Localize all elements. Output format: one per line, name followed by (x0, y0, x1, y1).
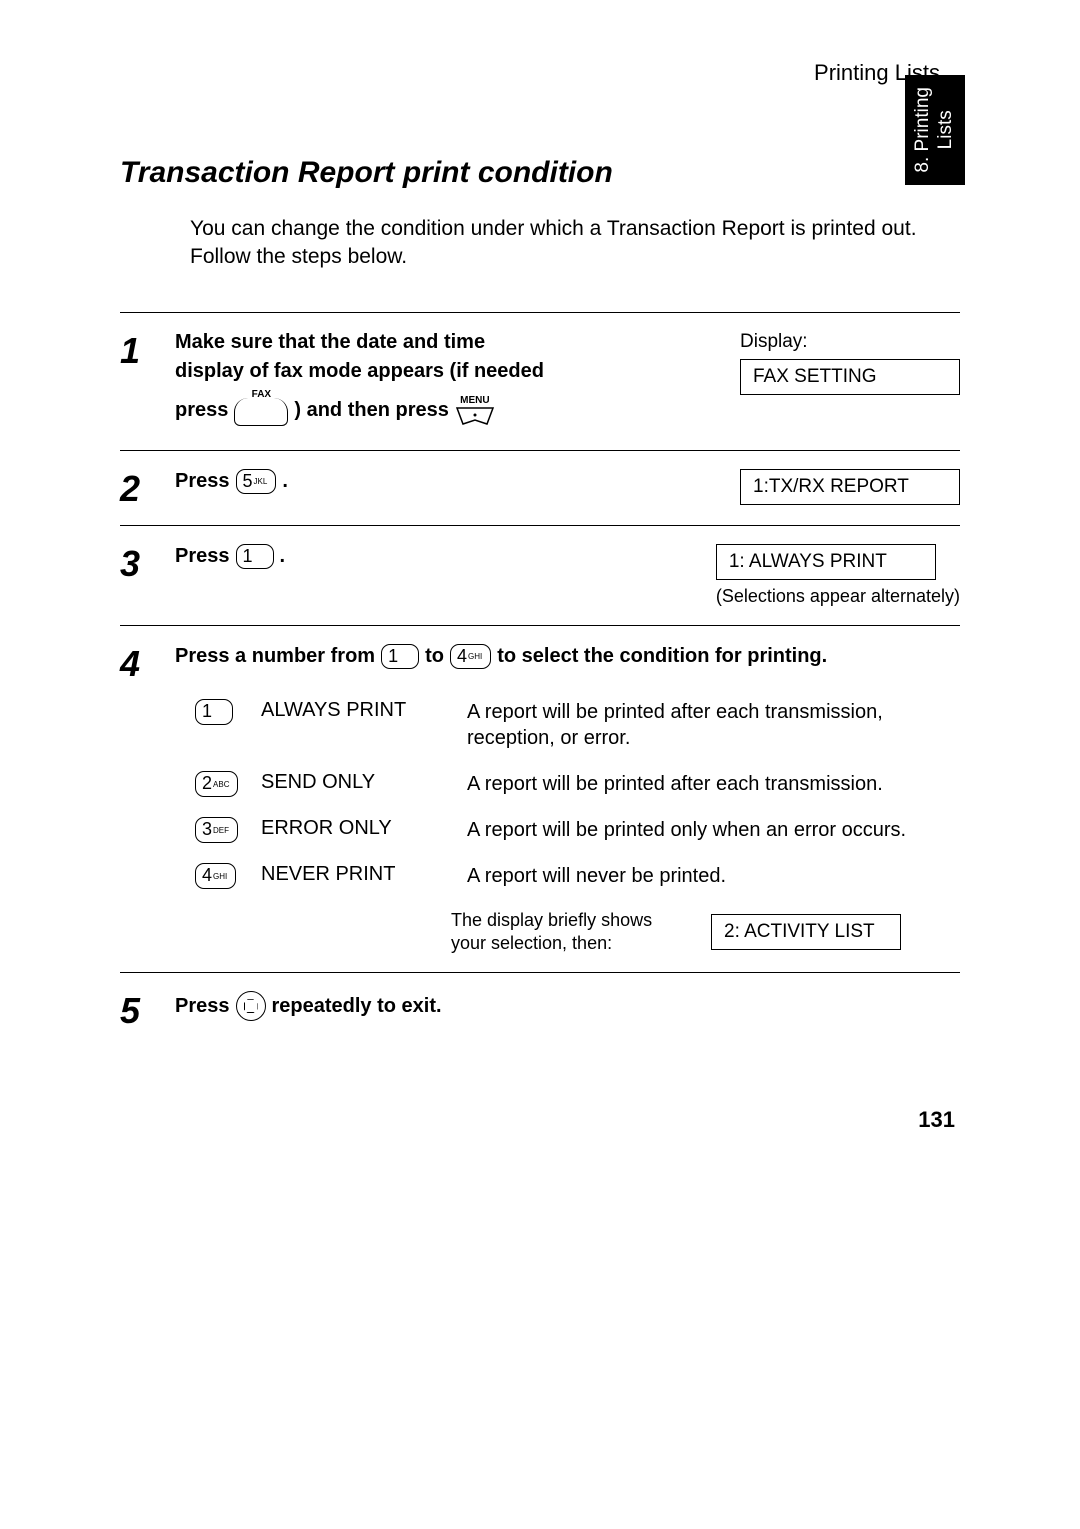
key-digit: 5 (243, 471, 253, 491)
page-title: Transaction Report print condition (120, 156, 960, 190)
step-number: 3 (120, 544, 175, 582)
step-text: Press (175, 545, 230, 568)
step-text: press (175, 399, 228, 422)
step: 3 Press 1 . 1: ALWAYS PRINT (Selections … (120, 525, 960, 625)
display-box: 1:TX/RX REPORT (740, 469, 960, 505)
option-name: SEND ONLY (261, 771, 451, 794)
key-digit: 2 (202, 773, 212, 793)
numeric-key-icon: 1 (381, 644, 419, 670)
chapter-tab: 8. Printing Lists (905, 75, 965, 185)
step-number: 1 (120, 331, 175, 369)
step-text: display of fax mode appears (if needed (175, 360, 720, 383)
key-digit: 1 (202, 701, 212, 721)
fax-key-icon: FAX (234, 389, 288, 432)
display-box: 2: ACTIVITY LIST (711, 914, 901, 950)
key-digit: 4 (202, 865, 212, 885)
stop-key-icon (236, 991, 266, 1021)
step: 5 Press repeatedly to exit. (120, 972, 960, 1047)
step-text: Press a number from (175, 645, 375, 668)
step-number: 2 (120, 469, 175, 507)
numeric-key-icon: 3DEF (195, 817, 238, 843)
option-desc: A report will be printed only when an er… (467, 817, 960, 843)
option-desc: A report will be printed after each tran… (467, 699, 960, 751)
key-digit: 3 (202, 819, 212, 839)
step-number: 4 (120, 644, 175, 682)
step: 1 Make sure that the date and time displ… (120, 312, 960, 450)
menu-key-icon: MENU (455, 395, 495, 426)
chapter-tab-line2: Lists (935, 110, 956, 149)
key-digit: 1 (388, 646, 398, 666)
display-label: Display: (740, 331, 960, 353)
numeric-key-icon: 5JKL (236, 469, 277, 495)
step-list: 1 Make sure that the date and time displ… (120, 312, 960, 1048)
manual-page: Printing Lists 8. Printing Lists Transac… (0, 0, 1080, 1193)
option-name: ALWAYS PRINT (261, 699, 451, 722)
display-note: (Selections appear alternately) (716, 586, 960, 607)
display-box: FAX SETTING (740, 359, 960, 395)
numeric-key-icon: 1 (195, 699, 233, 725)
option-row: 2ABC SEND ONLY A report will be printed … (195, 771, 960, 797)
step-text: ) and then press (294, 399, 448, 422)
numeric-key-icon: 1 (236, 544, 274, 570)
after-note: The display briefly shows your selection… (451, 909, 691, 954)
intro-text: You can change the condition under which… (190, 215, 960, 272)
numeric-key-icon: 2ABC (195, 771, 238, 797)
option-desc: A report will be printed after each tran… (467, 771, 960, 797)
step-text: . (282, 470, 288, 493)
step-text: . (280, 545, 286, 568)
option-desc: A report will never be printed. (467, 863, 960, 889)
numeric-key-icon: 4GHI (195, 863, 236, 889)
option-row: 1 ALWAYS PRINT A report will be printed … (195, 699, 960, 751)
page-number: 131 (120, 1107, 960, 1133)
option-name: NEVER PRINT (261, 863, 451, 886)
display-box: 1: ALWAYS PRINT (716, 544, 936, 580)
option-row: 4GHI NEVER PRINT A report will never be … (195, 863, 960, 889)
key-letters: GHI (468, 652, 482, 661)
step: 2 Press 5JKL . 1:TX/RX REPORT (120, 450, 960, 525)
options-table: 1 ALWAYS PRINT A report will be printed … (195, 699, 960, 889)
numeric-key-icon: 4GHI (450, 644, 491, 670)
key-letters: ABC (213, 780, 229, 789)
step-text: Press (175, 995, 230, 1018)
key-digit: 4 (457, 646, 467, 666)
step-text: to select the condition for printing. (497, 645, 827, 668)
option-row: 3DEF ERROR ONLY A report will be printed… (195, 817, 960, 843)
step-text: to (425, 645, 444, 668)
step-text: Press (175, 470, 230, 493)
chapter-tab-line1: 8. Printing (912, 87, 933, 173)
running-head: Printing Lists (120, 60, 960, 86)
step-number: 5 (120, 991, 175, 1029)
option-name: ERROR ONLY (261, 817, 451, 840)
step-text: Make sure that the date and time (175, 331, 720, 354)
step: 4 Press a number from 1 to 4GHI to selec… (120, 625, 960, 973)
step-text: repeatedly to exit. (272, 995, 442, 1018)
key-digit: 1 (243, 546, 253, 566)
key-letters: GHI (213, 872, 227, 881)
key-letters: DEF (213, 826, 229, 835)
key-letters: JKL (254, 477, 268, 486)
menu-key-label: MENU (455, 395, 495, 406)
